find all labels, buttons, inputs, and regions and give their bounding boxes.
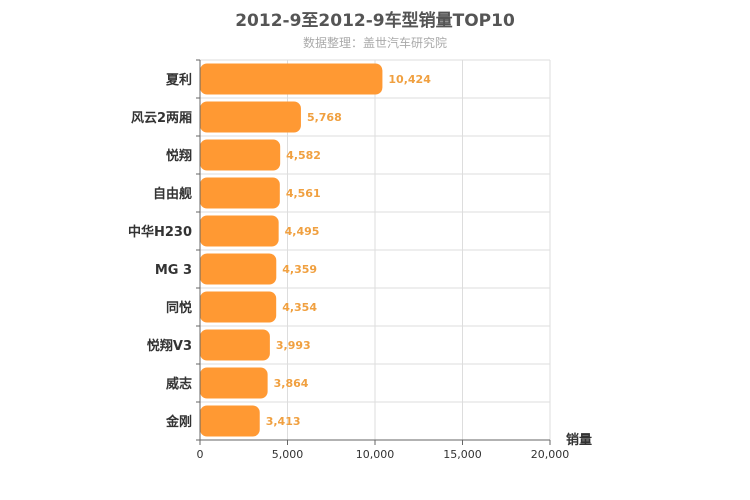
bar <box>200 63 383 95</box>
chart-title: 2012-9至2012-9车型销量TOP10 <box>235 11 515 31</box>
bar <box>200 329 270 361</box>
category-label: 中华H230 <box>128 224 192 240</box>
category-label: 自由舰 <box>153 186 192 202</box>
value-label: 3,864 <box>274 377 309 390</box>
x-tick-label: 10,000 <box>356 448 395 461</box>
bar <box>200 177 280 209</box>
bar <box>200 101 301 133</box>
category-label: 威志 <box>166 376 192 392</box>
chart-subtitle: 数据整理：盖世汽车研究院 <box>302 36 447 50</box>
value-label: 4,561 <box>286 187 321 200</box>
x-tick-label: 5,000 <box>272 448 304 461</box>
bar <box>200 405 260 437</box>
bar <box>200 253 277 285</box>
category-label: 悦翔 <box>166 148 192 164</box>
value-label: 4,495 <box>285 225 320 238</box>
value-label: 4,582 <box>286 149 321 162</box>
bar <box>200 215 279 247</box>
grid-layer <box>200 59 551 440</box>
category-label: 同悦 <box>166 300 192 316</box>
bar <box>200 291 277 323</box>
category-label: 夏利 <box>165 72 192 88</box>
x-tick-label: 0 <box>197 448 204 461</box>
bar-layer: 10,424 5,768 4,582 4,561 4,495 4,359 4,354 3,99… <box>200 63 431 437</box>
value-label: 3,413 <box>266 415 301 428</box>
x-axis-title: 销量 <box>566 432 592 448</box>
category-label: 悦翔V3 <box>147 338 192 354</box>
category-label: 风云2两厢 <box>131 111 192 126</box>
value-label: 10,424 <box>388 73 431 86</box>
value-label: 3,993 <box>276 339 311 352</box>
category-label: MG 3 <box>155 263 192 278</box>
bar <box>200 367 268 399</box>
value-label: 4,359 <box>282 263 317 276</box>
value-label: 5,768 <box>307 111 342 124</box>
category-label: 金刚 <box>165 414 192 430</box>
x-tick-label: 20,000 <box>531 448 570 461</box>
x-tick-label: 15,000 <box>443 448 482 461</box>
bar <box>200 139 281 171</box>
value-label: 4,354 <box>282 301 317 314</box>
